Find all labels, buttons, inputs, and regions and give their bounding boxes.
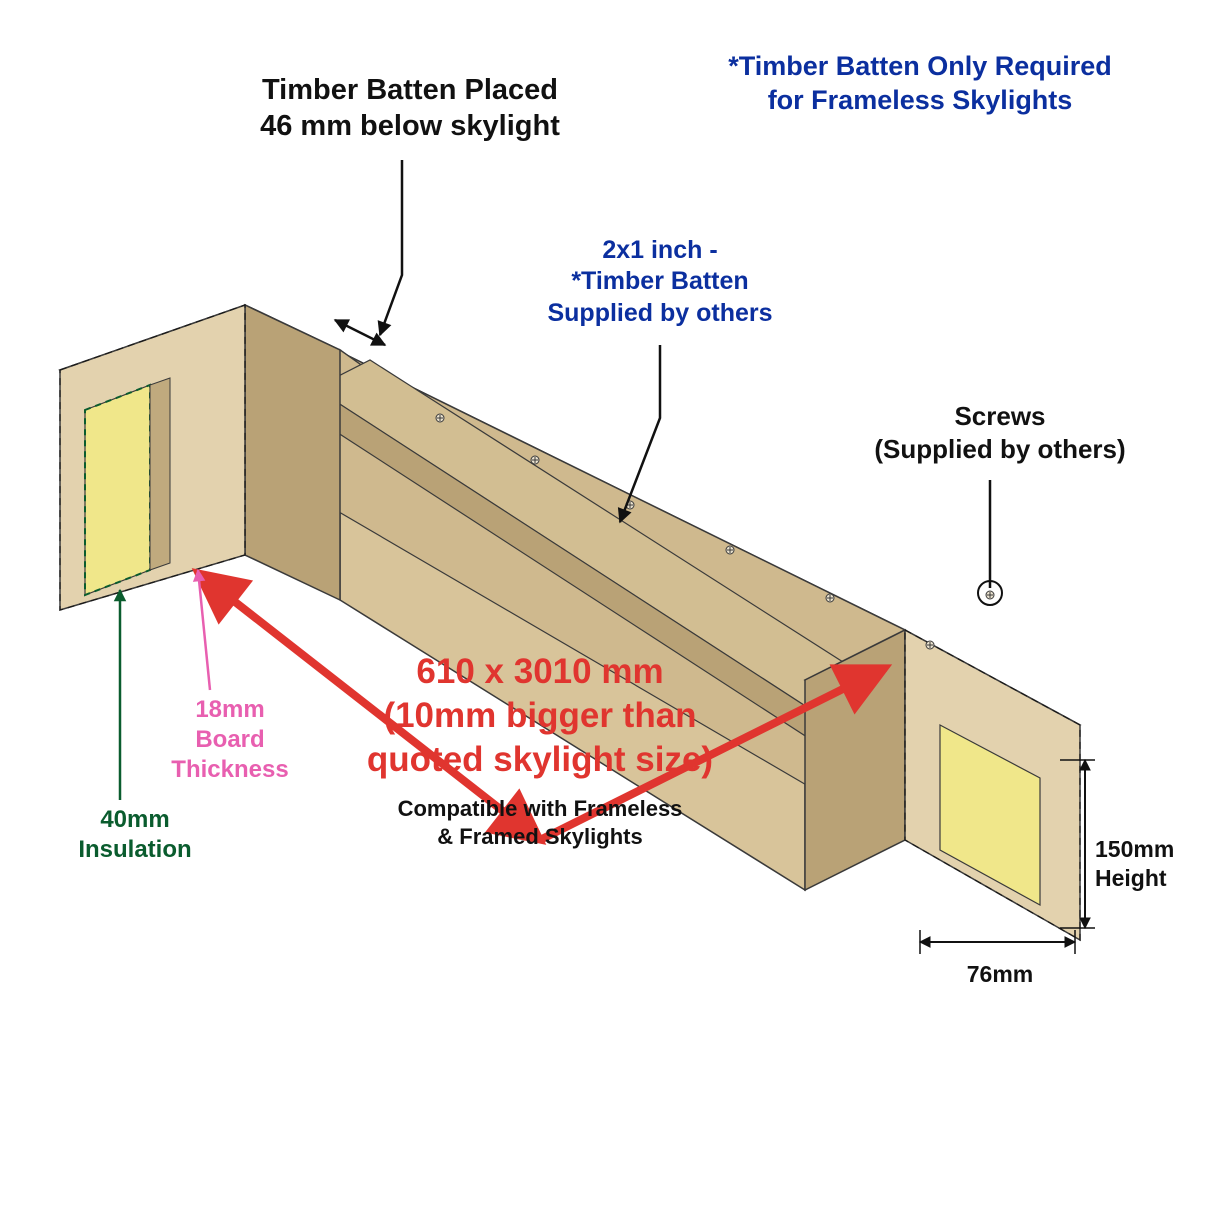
label-insul: 40mm Insulation	[35, 805, 235, 865]
label-height: 150mm Height	[1095, 835, 1214, 893]
label-big_red: 610 x 3010 mm (10mm bigger than quoted s…	[300, 650, 780, 781]
label-mid_blue: 2x1 inch - *Timber Batten Supplied by ot…	[500, 235, 820, 329]
label-top_left: Timber Batten Placed 46 mm below skyligh…	[200, 72, 620, 145]
label-screws: Screws (Supplied by others)	[800, 400, 1200, 465]
label-top_right: *Timber Batten Only Required for Framele…	[660, 50, 1180, 118]
label-board_thk: 18mm Board Thickness	[140, 695, 320, 785]
label-width76: 76mm	[940, 960, 1060, 989]
diagram-stage: Timber Batten Placed 46 mm below skyligh…	[0, 0, 1214, 1214]
label-compat: Compatible with Frameless & Framed Skyli…	[300, 795, 780, 850]
diagram-svg	[0, 0, 1214, 1214]
